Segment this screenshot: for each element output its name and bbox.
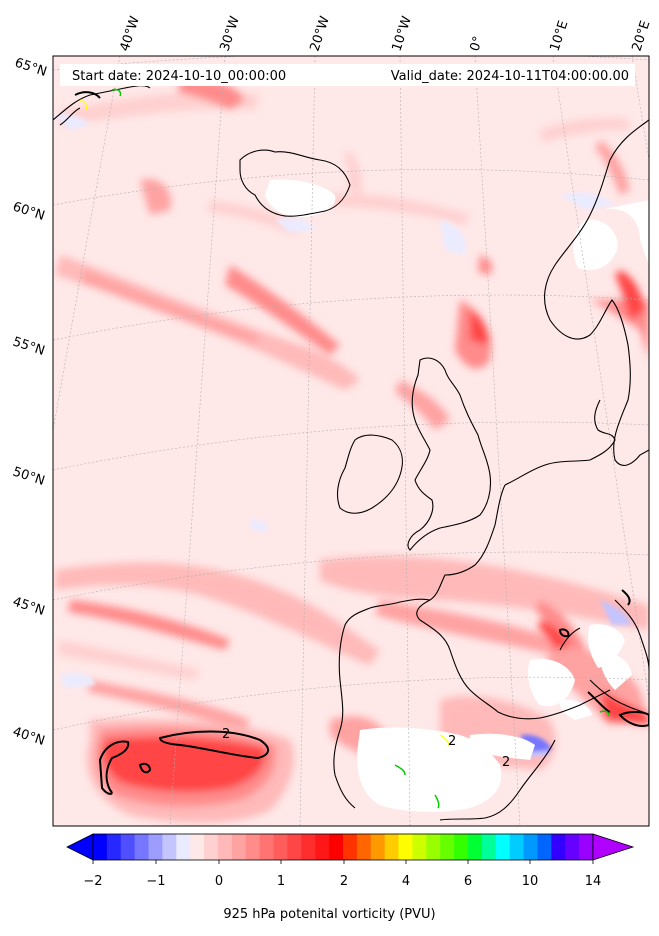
colorbar-segment [523,834,538,860]
lon-label: 10°E [548,19,572,53]
colorbar-segment [343,834,358,860]
colorbar-extend-high [592,833,635,861]
pv-2-contours [74,91,649,795]
pv-high-contours [111,88,610,809]
colorbar-tick-label: 1 [277,874,285,889]
colorbar-tick-label: 14 [585,874,602,889]
lat-label: 40°N [11,725,47,749]
colorbar-extend-low [66,833,94,861]
colorbar-segment [384,834,399,860]
colorbar-segment [565,834,580,860]
colorbar-segment [273,834,288,860]
colorbar-segment [454,834,469,860]
colorbar-title: 925 hPa potenital vorticity (PVU) [223,907,436,922]
contour-label: 2 [502,755,510,770]
colorbar-segment [468,834,483,860]
colorbar-segment [218,834,233,860]
start-date-label: Start date: 2024-10-10_00:00:00 [72,69,286,84]
colorbar-segment [315,834,330,860]
colorbar-segment [231,834,247,860]
map-panel: 2 2 2 Start date: 2024-10-10_00:00:00 Va… [53,56,649,826]
lon-label: 20°W [308,14,333,53]
colorbar-ticks: −2 −1 0 1 2 4 6 10 14 [83,874,601,889]
lon-label: 20°E [630,19,654,53]
colorbar-segment [287,834,302,860]
colorbar-segment [579,834,594,860]
colorbar-tick-label: 0 [215,874,223,889]
colorbar-segment [426,834,441,860]
colorbar-segment [148,834,163,860]
coastlines [53,85,649,821]
colorbar-segment [356,834,372,860]
colorbar-tick-label: 10 [522,874,539,889]
colorbar-segment [93,834,108,860]
lon-label: 30°W [218,14,243,53]
colorbar-segment [134,834,149,860]
colorbar-segment [370,834,386,860]
lon-label: 0° [468,35,487,54]
lat-label: 65°N [13,56,49,80]
colorbar-segment [412,834,427,860]
colorbar-segment [245,834,261,860]
colorbar-segment [120,834,136,860]
latitude-labels: 65°N 60°N 55°N 50°N 45°N 40°N [11,56,49,749]
colorbar-segment [537,834,552,860]
colorbar-segment [190,834,205,860]
colorbar-segment [509,834,524,860]
contour-label: 2 [448,734,456,749]
colorbar-tick-label: −1 [146,874,165,889]
lon-label: 10°W [390,14,415,53]
colorbar [66,833,635,864]
colorbar-segment [106,834,122,860]
colorbar-segment [481,834,497,860]
terrain-mask [265,179,649,812]
colorbar-segment [162,834,177,860]
colorbar-segment [259,834,274,860]
colorbar-segment [551,834,566,860]
lon-label: 40°W [118,14,143,53]
valid-date-label: Valid_date: 2024-10-11T04:00:00.00 [391,69,629,84]
map-frame [52,55,650,827]
pv-mid-contours [79,99,450,747]
colorbar-segment [204,834,219,860]
lat-label: 60°N [11,200,47,224]
lat-label: 50°N [11,465,47,489]
colorbar-frame [92,833,594,861]
colorbar-segment [398,834,413,860]
colorbar-segment [440,834,455,860]
colorbar-tick-label: 6 [464,874,472,889]
graticule [53,56,649,826]
colorbar-segment [176,834,191,860]
colorbar-tick-label: −2 [83,874,102,889]
lat-label: 45°N [11,595,47,619]
colorbar-segment [301,834,316,860]
contour-label: 2 [222,727,230,742]
longitude-labels: 40°W 30°W 20°W 10°W 0° 10°E 20°E [118,14,654,53]
header-band [60,64,635,86]
colorbar-segment [495,834,511,860]
colorbar-segment [329,834,344,860]
colorbar-tick-label: 4 [402,874,410,889]
colorbar-tick-label: 2 [340,874,348,889]
lat-label: 55°N [11,335,47,359]
